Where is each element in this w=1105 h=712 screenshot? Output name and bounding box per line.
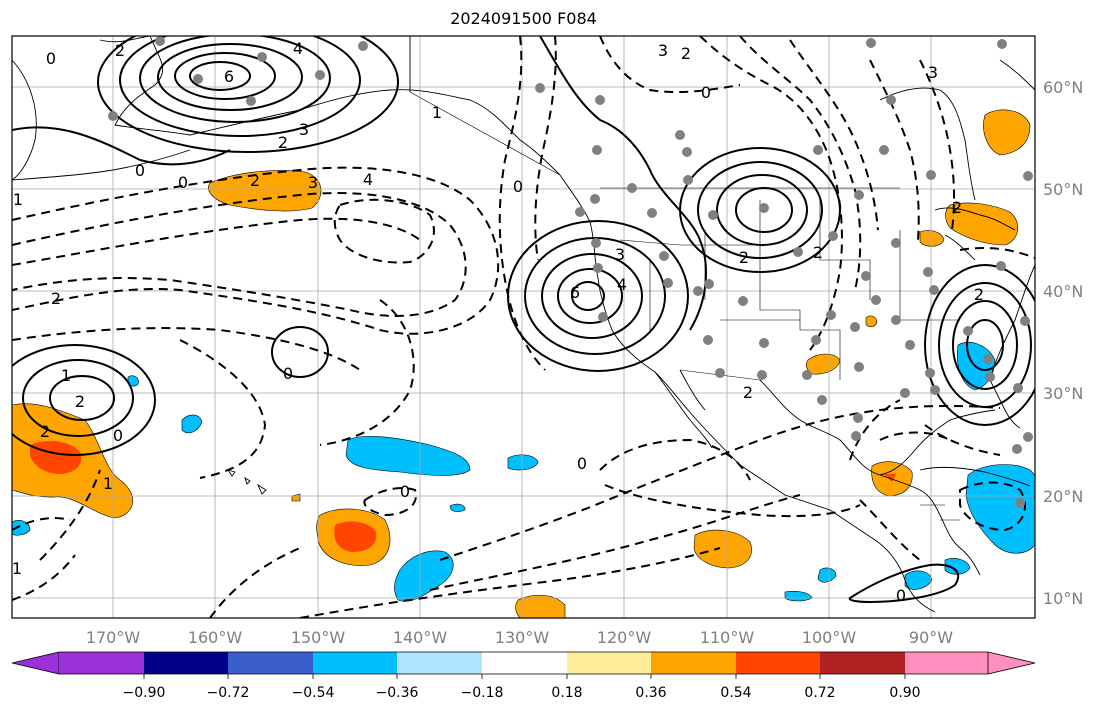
contour-label: 3: [308, 173, 318, 192]
contour-label: 1: [13, 190, 23, 209]
colorbar-min-extend: [11, 651, 60, 675]
colorbar-swatch: [313, 652, 397, 674]
colorbar-tick-label: −0.36: [376, 685, 419, 701]
contour-label: 2: [40, 422, 50, 441]
contour-label: 0: [400, 482, 410, 501]
colorbar-swatch: [144, 652, 228, 674]
contour-label: 6: [224, 67, 234, 86]
lat-label: 50°N: [1043, 180, 1083, 199]
contour-label: 1: [12, 559, 22, 578]
contour-label: 3: [615, 245, 625, 264]
colorbar-swatch: [905, 652, 988, 674]
contour-label: 2: [250, 171, 260, 190]
longitude-labels: 170°W 160°W 150°W 140°W 130°W 120°W 110°…: [86, 628, 953, 647]
plot-area: [12, 36, 1035, 618]
contour-label: 3: [658, 41, 668, 60]
contour-label: 2: [681, 44, 691, 63]
lon-label: 160°W: [188, 628, 243, 647]
lat-label: 30°N: [1043, 384, 1083, 403]
lon-label: 110°W: [700, 628, 755, 647]
contour-label: 0: [513, 177, 523, 196]
latitude-labels: 60°N 50°N 40°N 30°N 20°N 10°N: [1043, 78, 1083, 608]
contour-label: 6: [570, 283, 580, 302]
colorbar-tick-label: 0.72: [804, 685, 835, 701]
colorbar: [11, 651, 1036, 675]
positive-anomaly-shading: [12, 109, 1031, 618]
colorbar-tick-label: −0.72: [207, 685, 250, 701]
colorbar-swatch: [59, 652, 144, 674]
colorbar-tick-label: −0.90: [123, 685, 166, 701]
colorbar-ticks: [143, 674, 906, 679]
colorbar-tick-label: −0.18: [461, 685, 504, 701]
lon-label: 130°W: [495, 628, 550, 647]
colorbar-tick-label: 0.18: [551, 685, 582, 701]
colorbar-tick-label: 0.54: [720, 685, 751, 701]
lat-label: 10°N: [1043, 589, 1083, 608]
contour-label: 2: [743, 383, 753, 402]
contour-label: 2: [75, 392, 85, 411]
colorbar-tick-label: 0.36: [635, 685, 666, 701]
colorbar-tick-label: 0.90: [889, 685, 920, 701]
colorbar-labels: −0.90 −0.72 −0.54 −0.36 −0.18 0.18 0.36 …: [123, 685, 921, 701]
solid-contours: [12, 36, 1035, 604]
contour-label: 0: [135, 161, 145, 180]
colorbar-swatch: [736, 652, 820, 674]
lon-label: 90°W: [909, 628, 953, 647]
lat-label: 20°N: [1043, 487, 1083, 506]
contour-label: 0: [701, 83, 711, 102]
colorbar-swatch: [567, 652, 651, 674]
plot-frame: [11, 35, 1036, 619]
map-title: 2024091500 F084: [450, 9, 597, 28]
lon-label: 140°W: [393, 628, 448, 647]
contour-label: 2: [51, 289, 61, 308]
colorbar-swatch: [820, 652, 905, 674]
contour-label: 1: [103, 474, 113, 493]
contour-label: 2: [813, 243, 823, 262]
contour-label: 2: [952, 198, 962, 217]
contour-label: 4: [363, 170, 373, 189]
contour-label: 1: [61, 366, 71, 385]
colorbar-tick-label: −0.54: [292, 685, 335, 701]
colorbar-swatch: [397, 652, 482, 674]
political-boundaries: [409, 91, 960, 521]
dashed-contours: [12, 36, 1035, 618]
contour-label: 2: [739, 248, 749, 267]
contour-label: 2: [974, 285, 984, 304]
contour-label: 0: [896, 586, 906, 605]
contour-label: 1: [432, 103, 442, 122]
contour-label: 3: [299, 120, 309, 139]
lat-label: 60°N: [1043, 78, 1083, 97]
contour-label: 3: [928, 63, 938, 82]
contour-label: 0: [178, 173, 188, 192]
colorbar-swatch: [482, 652, 567, 674]
colorbar-swatch: [228, 652, 313, 674]
contour-label: 4: [293, 39, 303, 58]
colorbar-swatch: [651, 652, 736, 674]
lon-label: 170°W: [86, 628, 141, 647]
lon-label: 150°W: [291, 628, 346, 647]
contour-label: 4: [617, 275, 627, 294]
station-dots: [108, 36, 1033, 508]
lon-label: 100°W: [802, 628, 857, 647]
contour-label: 2: [278, 133, 288, 152]
contour-label: 0: [577, 454, 587, 473]
colorbar-max-extend: [987, 651, 1036, 675]
contour-lines: [12, 36, 1035, 618]
contour-label: 0: [113, 426, 123, 445]
contour-labels: 0 4 6 2 3 0 1 2 3 4 0 1 3 2 2 0 3 6 4 2 …: [12, 39, 984, 605]
lon-label: 120°W: [597, 628, 652, 647]
contour-label: 0: [46, 49, 56, 68]
contour-label: 0: [283, 364, 293, 383]
lat-label: 40°N: [1043, 282, 1083, 301]
contour-label: 2: [115, 41, 125, 60]
